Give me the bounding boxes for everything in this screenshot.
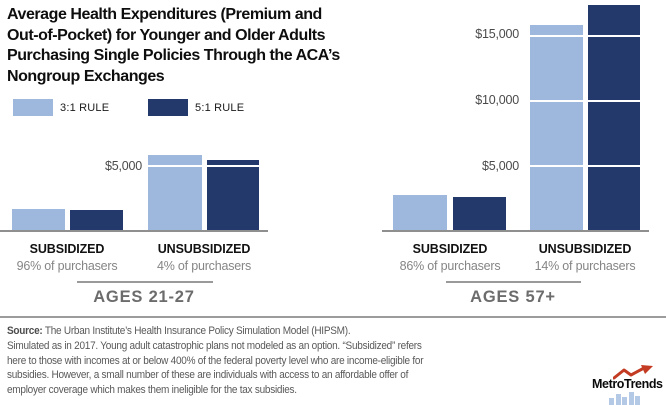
source-line: employer coverage which makes them ineli… xyxy=(7,384,297,397)
footer-divider xyxy=(0,316,666,318)
y-tick-label: $10,000 xyxy=(475,93,519,107)
bar-3-1-rule xyxy=(12,208,65,231)
gridline-segment xyxy=(148,164,202,168)
source-note: Source: The Urban Institute’s Health Ins… xyxy=(7,324,489,398)
x-axis-ages-57plus xyxy=(382,229,649,232)
chart-title-line: Nongroup Exchanges xyxy=(7,67,165,85)
gridline-segment xyxy=(530,34,583,38)
y-tick-label: $5,000 xyxy=(481,159,519,173)
y-tick-label: $15,000 xyxy=(475,27,519,41)
logo-bar xyxy=(635,396,640,405)
bar-5-1-rule xyxy=(588,4,640,231)
legend-swatch-5-1-rule xyxy=(148,99,188,116)
gridline-segment xyxy=(588,164,640,168)
logo-bar-chart-icon xyxy=(609,390,640,405)
source-label: Source: xyxy=(7,325,43,337)
bar-3-1-rule xyxy=(393,195,447,231)
legend-label-3-1-rule: 3:1 RULE xyxy=(60,102,110,114)
bar-3-1-rule xyxy=(148,155,202,231)
group-label-subsidized-young: SUBSIDIZED 96% of purchasers xyxy=(16,242,118,273)
gridline-segment xyxy=(588,99,640,103)
trend-arrow-icon xyxy=(613,365,653,380)
gridline-segment xyxy=(530,164,583,168)
bar-5-1-rule xyxy=(70,209,123,231)
panel-title-ages-21-27: AGES 21-27 xyxy=(93,288,195,306)
source-line: here to those with incomes at or below 4… xyxy=(7,354,424,367)
group-label-unsubsidized-young: UNSUBSIDIZED 4% of purchasers xyxy=(156,242,252,273)
gridline-segment xyxy=(530,99,583,103)
chart-title-line: Out-of-Pocket) for Younger and Older Adu… xyxy=(7,26,326,44)
bar-5-1-rule xyxy=(207,160,259,231)
logo-text: MetroTrends xyxy=(592,377,663,391)
chart-title-line: Average Health Expenditures (Premium and xyxy=(7,6,322,23)
metrotrends-logo: MetroTrends xyxy=(592,364,666,405)
chart-title: Average Health Expenditures (Premium and… xyxy=(7,5,352,87)
logo-bar xyxy=(622,397,627,405)
y-tick-label: $5,000 xyxy=(104,159,142,173)
legend-swatch-3-1-rule xyxy=(13,99,53,116)
group-label-unsubsidized-older: UNSUBSIDIZED 14% of purchasers xyxy=(534,242,636,273)
gridline-segment xyxy=(588,34,640,38)
source-line: Source: The Urban Institute’s Health Ins… xyxy=(7,325,351,337)
group-label-subsidized-older: SUBSIDIZED 86% of purchasers xyxy=(399,242,501,273)
legend-label-5-1-rule: 5:1 RULE xyxy=(195,102,245,114)
logo-bar xyxy=(615,394,621,405)
logo-bar xyxy=(609,398,614,405)
chart-title-line: Purchasing Single Policies Through the A… xyxy=(7,47,340,64)
x-axis-ages-21-27 xyxy=(0,229,268,232)
panel-divider-line xyxy=(446,281,581,283)
panel-divider-line xyxy=(77,281,213,283)
source-line: Simulated as in 2017. Young adult catast… xyxy=(7,339,422,352)
logo-bar xyxy=(628,392,634,405)
panel-title-ages-57plus: AGES 57+ xyxy=(470,288,556,306)
gridline-segment xyxy=(207,164,259,168)
bar-3-1-rule xyxy=(530,25,583,231)
source-line: subsidies. However, a small number of th… xyxy=(7,369,409,382)
bar-5-1-rule xyxy=(453,197,506,231)
